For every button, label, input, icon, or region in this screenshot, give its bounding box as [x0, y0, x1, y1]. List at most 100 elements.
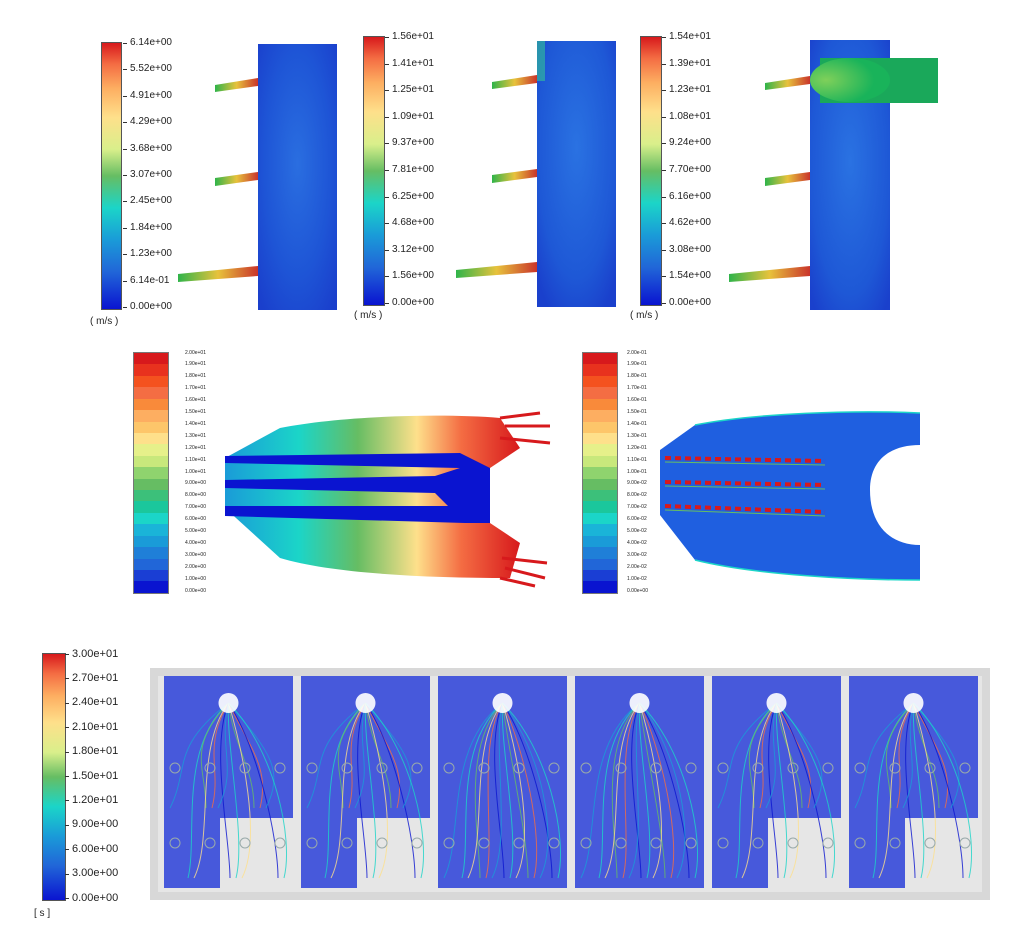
- colorbar-2: [363, 36, 385, 306]
- colorbar-tick-label: 6.16e+00: [669, 190, 711, 202]
- colorbar-tick-label: 1.30e+01: [185, 432, 206, 439]
- colorbar-tick-label: 7.70e+00: [669, 164, 711, 175]
- colorbar-tick-label: 2.10e+01: [72, 720, 119, 733]
- colorbar-step: [134, 581, 168, 593]
- colorbar-tick-mark: [123, 69, 127, 71]
- colorbar-step: [583, 455, 617, 468]
- colorbar-step: [134, 490, 168, 502]
- colorbar-step: [134, 375, 168, 388]
- colorbar-tick-mark: [123, 175, 127, 176]
- colorbar-tick-label: 0.00e+00: [669, 297, 711, 308]
- colorbar-tick-label: 1.00e+01: [185, 468, 206, 475]
- colorbar-tick-label: 1.10e-01: [627, 456, 647, 463]
- colorbar-step: [134, 410, 168, 422]
- colorbar-tick-mark: [662, 63, 666, 65]
- colorbar-tick-label: 1.25e+01: [392, 84, 434, 96]
- colorbar-tick-label: 8.00e-02: [627, 492, 647, 499]
- colorbar-tick-label: 2.45e+00: [130, 195, 172, 207]
- colorbar-tick-mark: [385, 37, 389, 38]
- colorbar-tick-label: 6.00e+00: [185, 516, 206, 523]
- mixing-cell: [712, 676, 841, 888]
- colorbar-tick-label: 6.25e+00: [392, 190, 434, 202]
- colorbar-tick-label: 4.62e+00: [669, 217, 711, 229]
- mixing-cell: [164, 676, 293, 888]
- colorbar-step: [583, 547, 617, 559]
- colorbar-tick-mark: [65, 654, 69, 655]
- colorbar-tick-label: 1.90e+01: [185, 361, 206, 368]
- colorbar-step: [583, 558, 617, 571]
- colorbar-tick-label: 4.29e+00: [130, 116, 172, 128]
- colorbar-tick-label: 1.50e+01: [185, 409, 206, 415]
- colorbar-tick-mark: [123, 280, 127, 282]
- colorbar-step: [134, 570, 168, 582]
- colorbar-step: [134, 421, 168, 433]
- colorbar-tick-label: 0.00e+00: [185, 587, 206, 594]
- colorbar-tick-label: 1.30e-01: [627, 432, 647, 439]
- colorbar-tick-mark: [65, 776, 69, 777]
- colorbar-tick-mark: [662, 223, 666, 225]
- colorbar-tick-label: 1.00e-01: [627, 468, 647, 475]
- mixing-cell: [849, 676, 978, 888]
- colorbar-tick-label: 3.68e+00: [130, 142, 172, 154]
- colorbar-tick-label: 1.39e+01: [669, 57, 711, 69]
- colorbar-step: [134, 467, 168, 479]
- colorbar-tick-label: 1.56e+00: [392, 270, 434, 282]
- colorbar-tick-label: 1.84e+00: [130, 221, 172, 233]
- colorbar-tick-label: 1.00e+00: [185, 575, 206, 582]
- colorbar-tick-mark: [123, 122, 127, 124]
- colorbar-tick-mark: [123, 307, 127, 308]
- colorbar-step: [583, 387, 617, 399]
- colorbar-5: [582, 352, 618, 594]
- colorbar-tick-label: 0.00e+00: [627, 587, 648, 594]
- colorbar-tick-label: 6.00e-02: [627, 516, 647, 523]
- tank-body-1: [258, 44, 337, 310]
- colorbar-step: [583, 444, 617, 456]
- colorbar-tick-mark: [65, 702, 69, 704]
- colorbar-tick-label: 5.00e+00: [185, 528, 206, 534]
- contour-panel-3: [728, 38, 943, 313]
- colorbar-tick-label: 9.00e-02: [627, 480, 647, 487]
- colorbar-tick-label: 4.00e-02: [627, 539, 647, 546]
- colorbar-1: [101, 42, 122, 310]
- colorbar-tick-label: 4.91e+00: [130, 89, 172, 101]
- colorbar-step: [583, 353, 617, 365]
- colorbar-tick-label: 1.60e+01: [185, 397, 206, 404]
- colorbar-tick-mark: [123, 201, 127, 203]
- colorbar-step: [134, 444, 168, 456]
- streamline-panel-1: [220, 408, 555, 588]
- mixing-cell: [438, 676, 567, 888]
- colorbar-tick-mark: [385, 249, 389, 251]
- colorbar-tick-mark: [385, 170, 389, 171]
- colorbar-tick-label: 9.00e+00: [185, 480, 206, 487]
- colorbar-tick-label: 1.20e-01: [627, 444, 647, 451]
- colorbar-tick-label: 2.00e+01: [185, 349, 206, 356]
- streamline-panel-2: [655, 405, 925, 585]
- colorbar-step: [583, 501, 617, 513]
- colorbar-step: [583, 512, 617, 525]
- colorbar-tick-mark: [65, 800, 69, 802]
- colorbar-tick-label: 1.23e+01: [669, 84, 711, 96]
- colorbar-tick-mark: [662, 170, 666, 171]
- colorbar-tick-mark: [65, 727, 69, 729]
- colorbar-step: [134, 387, 168, 399]
- colorbar-tick-mark: [123, 43, 127, 44]
- colorbar-tick-label: 7.00e-02: [627, 504, 647, 511]
- colorbar-tick-label: 1.08e+01: [669, 110, 711, 122]
- colorbar-tick-label: 1.40e-01: [627, 420, 647, 427]
- colorbar-tick-label: 6.00e+00: [72, 842, 119, 855]
- colorbar-tick-mark: [662, 143, 666, 145]
- colorbar-tick-mark: [65, 849, 69, 851]
- colorbar-step: [583, 490, 617, 502]
- colorbar-step: [583, 421, 617, 433]
- colorbar-step: [583, 570, 617, 582]
- colorbar-tick-label: 2.00e-02: [627, 563, 647, 570]
- colorbar-tick-label: 1.54e+01: [669, 31, 711, 42]
- colorbar-tick-label: 1.23e+00: [130, 248, 172, 260]
- colorbar-tick-label: 1.10e+01: [185, 456, 206, 463]
- colorbar-tick-label: 2.00e+00: [185, 563, 206, 570]
- colorbar-tick-label: 1.41e+01: [392, 57, 434, 69]
- colorbar-tick-label: 0.00e+00: [130, 301, 172, 312]
- colorbar-tick-label: 2.40e+01: [72, 696, 119, 709]
- colorbar-tick-label: 1.00e-02: [627, 575, 647, 582]
- colorbar-tick-mark: [385, 276, 389, 278]
